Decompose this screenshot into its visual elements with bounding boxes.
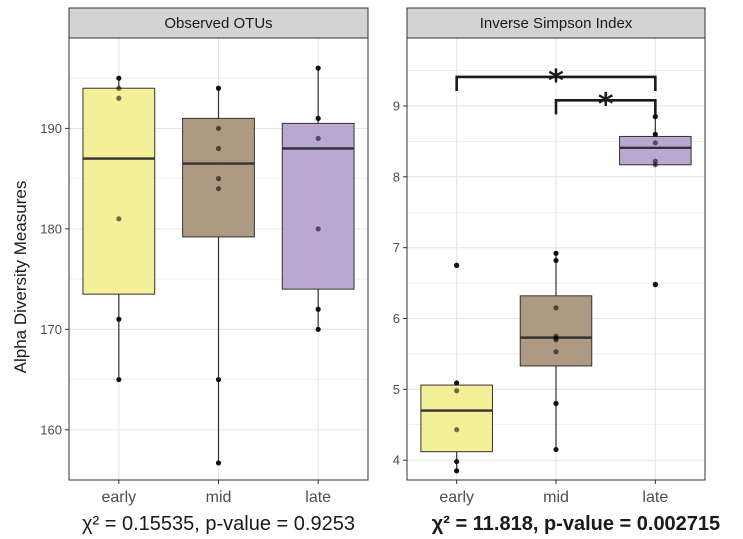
data-point-mid xyxy=(553,257,559,264)
y-tick-label: 190 xyxy=(40,121,62,136)
y-tick-label: 5 xyxy=(393,382,400,397)
data-point-late xyxy=(652,281,658,288)
y-tick-label: 8 xyxy=(393,169,400,184)
data-point-late xyxy=(652,131,658,137)
data-points xyxy=(116,65,321,466)
data-point-mid xyxy=(553,349,559,355)
box-late xyxy=(281,122,355,290)
data-point-mid xyxy=(553,446,559,453)
y-tick-label: 160 xyxy=(40,422,62,437)
y-tick-label: 170 xyxy=(40,322,62,337)
data-point-late xyxy=(315,306,321,312)
y-tick-label: 9 xyxy=(393,99,400,114)
box-early xyxy=(82,87,156,295)
data-point-mid xyxy=(215,176,222,182)
data-point-late xyxy=(315,115,321,121)
data-point-early xyxy=(454,380,460,386)
significance-bracket-early-late xyxy=(455,75,657,91)
data-point-early xyxy=(454,458,460,465)
y-ticks: 160 170 180 190 xyxy=(40,121,69,437)
panel-strip xyxy=(68,7,369,39)
x-tick-label: early xyxy=(439,489,474,506)
data-point-mid xyxy=(553,305,559,311)
x-ticks: early mid late xyxy=(439,480,668,506)
data-point-late xyxy=(315,65,321,71)
box-mid xyxy=(182,117,255,238)
data-point-late xyxy=(652,140,658,146)
box-early xyxy=(420,384,493,453)
data-point-late xyxy=(652,162,658,168)
x-tick-label: mid xyxy=(206,489,232,506)
x-tick-label: early xyxy=(101,489,136,506)
significance-brackets: ** xyxy=(455,64,657,122)
x-tick-label: late xyxy=(305,489,331,506)
data-point-early xyxy=(116,75,122,81)
stat-annotation: χ² = 0.15535, p-value = 0.9253 xyxy=(82,513,355,535)
data-point-mid xyxy=(215,125,222,132)
data-point-mid xyxy=(553,337,559,343)
data-point-early xyxy=(116,316,122,322)
x-tick-label: late xyxy=(642,489,668,506)
data-points xyxy=(454,114,658,474)
significance-bracket-mid-late xyxy=(554,99,657,115)
x-ticks: early mid late xyxy=(101,480,331,506)
data-point-early xyxy=(116,95,122,101)
data-point-early xyxy=(116,216,122,222)
y-tick-label: 6 xyxy=(393,311,400,326)
data-point-late xyxy=(315,326,321,332)
data-point-late xyxy=(652,114,658,120)
panel-title: Observed OTUs xyxy=(164,15,272,32)
boxes xyxy=(82,68,355,463)
y-tick-label: 7 xyxy=(393,240,400,255)
data-point-late xyxy=(315,226,321,232)
panel-inverse-simpson: Inverse Simpson Index 4 5 6 7 8 9 early mid lat… xyxy=(393,7,720,535)
data-point-early xyxy=(454,262,460,268)
data-point-mid xyxy=(215,85,222,91)
data-point-early xyxy=(454,427,460,433)
y-tick-label: 4 xyxy=(393,453,400,468)
y-axis-label: Alpha Diversity Measures xyxy=(11,181,30,374)
data-point-early xyxy=(454,468,460,474)
significance-label: * xyxy=(598,87,614,122)
data-point-mid xyxy=(215,460,222,466)
panel-title: Inverse Simpson Index xyxy=(480,15,633,32)
data-point-mid xyxy=(215,376,222,383)
stat-annotation: χ² = 11.818, p-value = 0.002715 xyxy=(432,513,720,535)
data-point-mid xyxy=(553,400,559,407)
data-point-mid xyxy=(553,250,559,256)
y-tick-label: 180 xyxy=(40,221,62,236)
data-point-mid xyxy=(215,145,222,152)
data-point-early xyxy=(454,388,460,394)
significance-label: * xyxy=(548,64,564,99)
y-ticks: 4 5 6 7 8 9 xyxy=(393,99,407,468)
data-point-late xyxy=(315,135,321,142)
data-point-mid xyxy=(215,186,222,192)
data-point-early xyxy=(116,376,122,383)
x-tick-label: mid xyxy=(543,489,569,506)
data-point-early xyxy=(116,85,122,91)
